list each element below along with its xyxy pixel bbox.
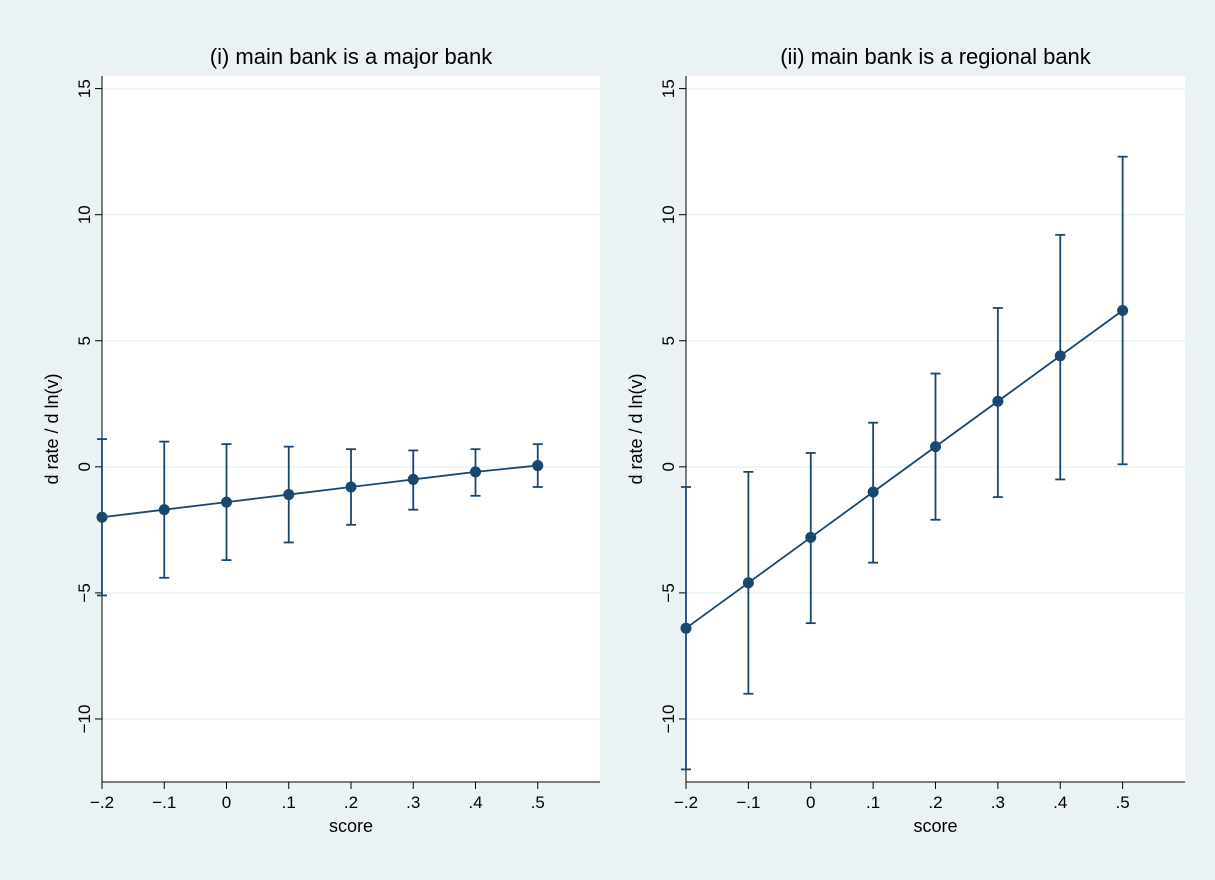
y-tick-label: 0: [659, 462, 678, 471]
x-tick-label: .5: [1116, 793, 1130, 812]
ticks: −10 −5 0 5 10 15 −.2 −.1 0 .1 .2 .3 .4 .5: [75, 79, 545, 812]
x-tick-label: 0: [222, 793, 231, 812]
data-point: [1117, 304, 1129, 316]
x-tick-label: .3: [406, 793, 420, 812]
y-tick-label: 15: [75, 79, 94, 98]
y-tick-label: −5: [659, 583, 678, 602]
y-axis-label: d rate / d ln(v): [626, 373, 646, 484]
y-axis-label: d rate / d ln(v): [42, 373, 62, 484]
data-point: [992, 395, 1004, 407]
data-point: [805, 531, 817, 543]
x-tick-label: .4: [1053, 793, 1067, 812]
data-point: [742, 577, 754, 589]
ticks: −10 −5 0 5 10 15 −.2 −.1 0 .1 .2 .3 .4 .5: [659, 79, 1130, 812]
panel-major-bank: −10 −5 0 5 10 15 −.2 −.1 0 .1 .2 .3 .4 .5 (i) main ba…: [42, 44, 600, 836]
y-tick-label: 0: [75, 462, 94, 471]
data-point: [532, 460, 544, 472]
series-line: [685, 309, 1124, 629]
series-line: [101, 464, 538, 519]
x-tick-label: .3: [991, 793, 1005, 812]
y-tick-label: 5: [659, 336, 678, 345]
x-tick-label: .4: [468, 793, 482, 812]
data-point: [158, 504, 170, 516]
y-tick-label: 10: [659, 205, 678, 224]
data-point: [221, 496, 232, 508]
data-point: [680, 622, 692, 634]
x-tick-label: −.1: [736, 793, 760, 812]
data-point: [470, 466, 481, 478]
y-tick-label: −10: [659, 705, 678, 734]
x-axis-label: score: [913, 816, 957, 836]
x-tick-label: −.2: [674, 793, 698, 812]
data-point: [96, 511, 108, 523]
x-tick-label: −.1: [152, 793, 176, 812]
x-tick-label: 0: [806, 793, 815, 812]
panel-regional-bank: −10 −5 0 5 10 15 −.2 −.1 0 .1 .2 .3 .4 .5 (ii) main b…: [626, 44, 1185, 836]
data-point: [1054, 350, 1066, 362]
series-line: [685, 309, 1124, 629]
plot-area: [102, 76, 600, 782]
x-tick-label: −.2: [90, 793, 114, 812]
chart-title: (i) main bank is a major bank: [210, 44, 493, 69]
x-tick-label: .1: [866, 793, 880, 812]
y-tick-label: 5: [75, 336, 94, 345]
y-tick-label: 10: [75, 205, 94, 224]
x-tick-label: .5: [531, 793, 545, 812]
data-point: [345, 481, 357, 493]
y-tick-label: −5: [75, 583, 94, 602]
data-point: [867, 486, 879, 498]
data-points: [96, 460, 544, 523]
x-tick-label: .1: [282, 793, 296, 812]
series-line: [101, 464, 538, 519]
data-points: [680, 304, 1129, 634]
y-tick-label: −10: [75, 705, 94, 734]
x-tick-label: .2: [344, 793, 358, 812]
data-point: [407, 473, 419, 485]
x-tick-label: .2: [928, 793, 942, 812]
data-point: [283, 489, 295, 501]
chart-title: (ii) main bank is a regional bank: [780, 44, 1092, 69]
y-tick-label: 15: [659, 79, 678, 98]
x-axis-label: score: [329, 816, 373, 836]
data-point: [930, 441, 941, 453]
